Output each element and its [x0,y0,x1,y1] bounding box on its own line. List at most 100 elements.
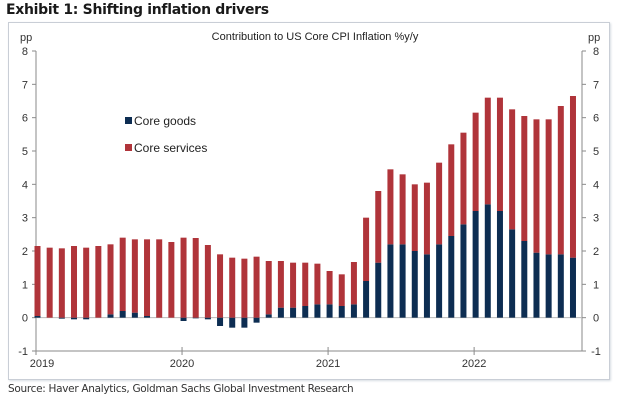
bar-core-services [411,184,418,251]
bar-core-services [314,263,321,305]
bar-core-goods [265,314,272,318]
bar-core-goods [399,244,406,318]
chart-title: Contribution to US Core CPI Inflation %y… [212,31,419,43]
bar-core-services [253,256,260,318]
bar-core-goods [229,317,236,328]
bar-core-goods [241,317,248,328]
bar-core-services [180,237,187,318]
bar-core-goods [436,244,443,318]
bar-core-goods [277,307,284,318]
y-tick-label-left: 7 [22,79,28,91]
bar-core-services [302,262,309,306]
legend-label-core-goods: Core goods [134,114,196,128]
x-tick-label: 2020 [170,358,194,370]
bar-core-services [265,261,272,315]
bar-core-goods [314,304,321,318]
y-tick-label-left: 2 [22,246,28,258]
bar-core-services [34,246,41,316]
bar-core-services [569,96,576,258]
axes: -1 -1 0 0 1 1 2 2 3 3 4 4 5 5 6 6 7 7 8 8 2019 2020 2021 2022 [18,46,601,370]
bar-core-goods [58,317,65,319]
y-tick-label-left: 0 [22,313,28,325]
bar-core-goods [533,252,540,318]
bar-core-services [557,106,564,255]
bar-core-goods [253,317,260,323]
y-tick-label-right: 7 [593,79,599,91]
y-tick-label-left: 3 [22,213,28,225]
bar-core-goods [144,316,151,318]
bar-core-services [131,239,138,313]
bar-core-services [472,112,479,211]
bar-core-services [545,119,552,255]
bar-core-goods [472,211,479,318]
bar-core-services [436,162,443,245]
bar-core-services [375,191,382,263]
bar-core-goods [484,204,491,318]
bar-core-goods [107,314,114,318]
bar-core-goods [423,254,430,318]
bar-core-services [95,246,102,318]
y-tick-label-right: 8 [593,46,599,58]
bar-core-services [192,238,199,318]
bar-core-goods [71,317,78,320]
bars [34,96,576,328]
bar-core-goods [192,317,199,319]
bar-core-goods [569,257,576,318]
y-tick-label-left: -1 [18,346,28,358]
y-tick-label-right: 3 [593,213,599,225]
bar-core-services [326,271,333,305]
bar-core-goods [302,306,309,318]
bar-core-goods [363,281,370,318]
y-tick-label-right: 2 [593,246,599,258]
bar-core-goods [326,304,333,318]
y-tick-label-right: 6 [593,113,599,125]
y-tick-label-left: 4 [22,179,28,191]
legend-swatch-core-goods [125,117,132,124]
y-tick-label-right: 5 [593,146,599,158]
bar-core-services [204,245,211,318]
y-tick-label-left: 5 [22,146,28,158]
exhibit-title: Exhibit 1: Shifting inflation drivers [6,2,269,18]
bar-core-services [290,262,297,308]
bar-core-goods [509,229,516,318]
bar-core-goods [204,317,211,320]
x-tick-label: 2019 [30,358,54,370]
y-tick-label-left: 6 [22,113,28,125]
y-tick-label-left: 8 [22,46,28,58]
bar-core-services [509,109,516,230]
bar-core-services [46,247,53,318]
legend: Core goods Core services [125,114,207,155]
bar-core-services [448,144,455,236]
bar-core-services [168,242,175,318]
bar-core-goods [338,306,345,318]
y-tick-label-right: -1 [591,346,601,358]
legend-label-core-services: Core services [134,141,207,155]
y-tick-label-right: 0 [593,313,599,325]
bar-core-services [217,254,224,318]
bar-core-goods [290,307,297,318]
bar-core-goods [119,311,126,318]
bar-core-goods [448,236,455,318]
bar-core-goods [460,224,467,318]
y-tick-label-left: 1 [22,279,28,291]
y-axis-unit-left: pp [20,32,32,44]
bar-core-services [533,119,540,253]
bar-core-services [350,262,357,305]
bar-core-services [107,244,114,315]
bar-core-goods [217,317,224,326]
bar-core-services [71,246,78,318]
bar-core-goods [350,304,357,318]
bar-core-goods [34,316,41,318]
bar-core-goods [521,241,528,318]
bar-core-services [144,239,151,316]
y-axis-unit-right: pp [588,32,600,44]
bar-core-services [156,239,163,318]
bar-core-services [423,182,430,255]
y-tick-label-right: 4 [593,179,599,191]
bar-core-services [119,237,126,311]
bar-core-goods [387,244,394,318]
bar-core-services [363,217,370,281]
bar-core-services [58,248,65,318]
legend-swatch-core-services [125,144,132,151]
